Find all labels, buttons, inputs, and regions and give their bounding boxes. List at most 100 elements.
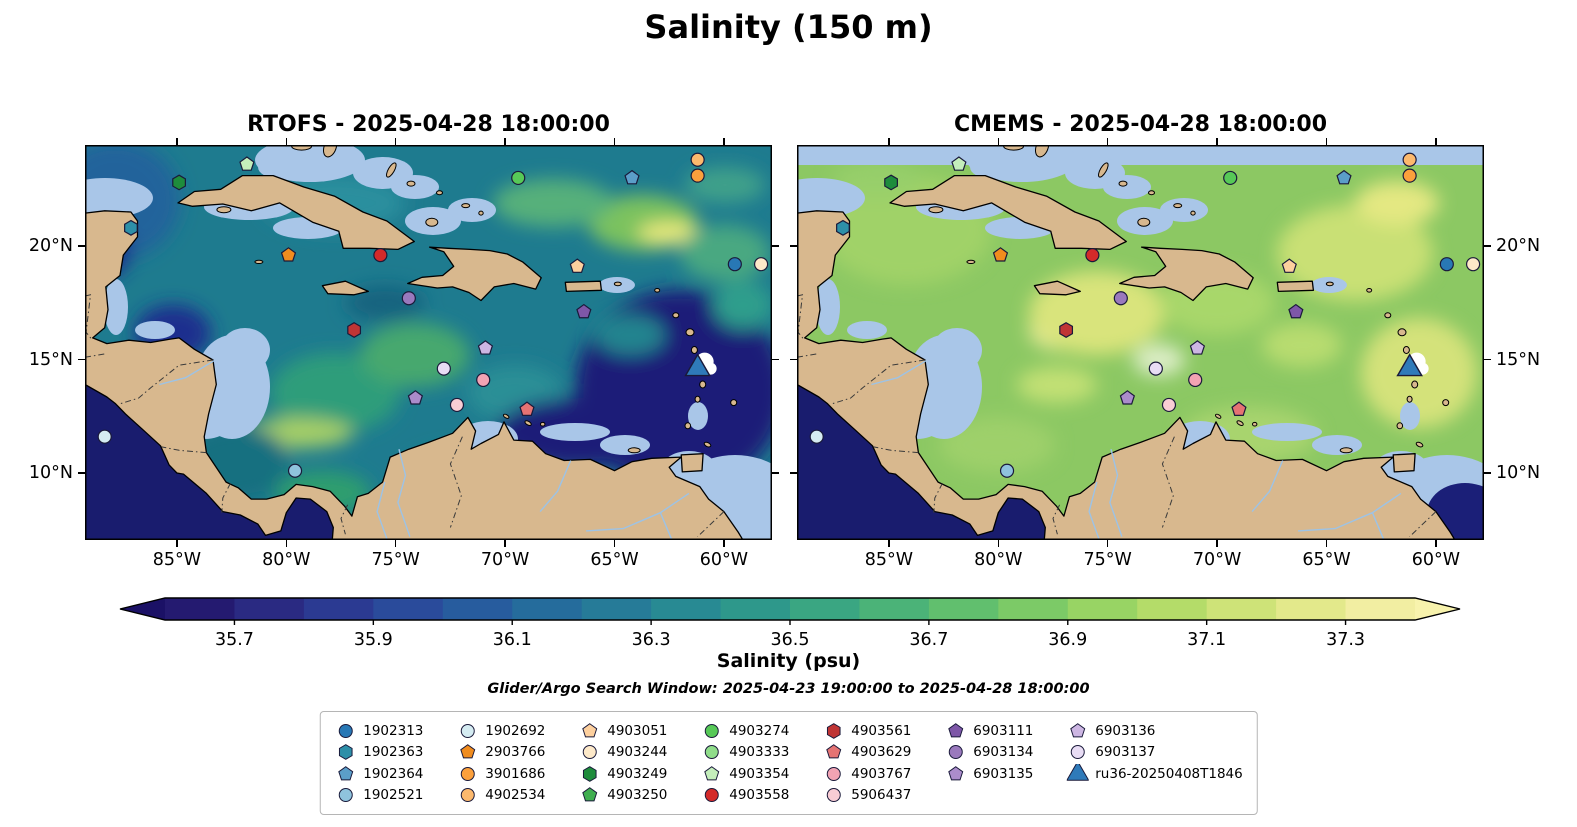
lon-tick-label: 75°W xyxy=(1083,550,1132,570)
colorbar-label: Salinity (psu) xyxy=(716,650,861,672)
island xyxy=(928,206,944,214)
legend-label: 1902692 xyxy=(485,722,546,739)
x-tick-top xyxy=(285,138,288,145)
float-marker-6903137 xyxy=(436,361,451,376)
legend-label: 1902363 xyxy=(363,744,424,761)
lat-tick-label: 15°N xyxy=(28,349,73,370)
float-marker-4903561 xyxy=(1059,322,1074,338)
landmass xyxy=(407,246,542,302)
float-marker-1902313 xyxy=(1439,257,1454,272)
legend-entry-4903629: 4903629 xyxy=(822,742,926,764)
cmems-salinity-map xyxy=(797,145,1484,540)
float-marker-4903629 xyxy=(519,401,535,416)
panel-title-rtofs: RTOFS - 2025-04-28 18:00:00 xyxy=(247,112,610,137)
x-tick xyxy=(394,540,397,547)
island xyxy=(254,259,264,265)
float-marker-1902364 xyxy=(1336,169,1352,185)
float-marker-4903558 xyxy=(1085,247,1100,263)
legend-entry-1902364: 1902364 xyxy=(334,763,438,785)
x-tick-top xyxy=(176,138,178,145)
legend-entry-3901686: 3901686 xyxy=(456,763,560,785)
x-tick xyxy=(1216,540,1218,547)
pentagon-marker-icon xyxy=(581,787,597,802)
float-marker-2903766 xyxy=(992,247,1009,262)
landmass xyxy=(177,174,415,251)
island xyxy=(1415,441,1424,448)
island xyxy=(1236,420,1244,426)
y-tick xyxy=(78,245,85,247)
circle-marker-icon xyxy=(338,788,353,803)
y-tick xyxy=(78,358,85,361)
x-tick-top xyxy=(1325,138,1328,145)
colorbar-tick-label: 37.1 xyxy=(1187,630,1227,650)
x-tick xyxy=(1106,540,1109,547)
island xyxy=(730,399,738,407)
legend-label: 4903354 xyxy=(729,765,790,782)
legend-entry-6903137: 6903137 xyxy=(1066,742,1242,764)
legend-label: 4903250 xyxy=(607,787,668,804)
float-marker-6903135 xyxy=(1119,390,1136,405)
island xyxy=(672,312,680,319)
island xyxy=(685,328,695,337)
island xyxy=(1396,422,1404,430)
legend-entry-1902313: 1902313 xyxy=(334,720,438,742)
colorbar-tick-label: 36.3 xyxy=(631,630,671,650)
pentagon-marker-icon xyxy=(1069,722,1085,738)
legend-label: 1902364 xyxy=(363,765,424,782)
legend-label: 6903134 xyxy=(973,744,1034,761)
figure-title: Salinity (150 m) xyxy=(644,8,933,46)
hexagon-marker-icon xyxy=(826,722,841,739)
colorbar-tick-label: 36.7 xyxy=(909,630,949,650)
float-marker-6903136 xyxy=(477,340,494,355)
float-marker-1902692 xyxy=(809,429,824,444)
island xyxy=(1442,399,1450,407)
x-tick-top xyxy=(1435,138,1437,145)
x-tick xyxy=(1325,540,1328,547)
island xyxy=(502,413,510,419)
x-tick-top xyxy=(1216,138,1218,145)
float-marker-4903767 xyxy=(1188,372,1203,388)
legend-column: 6903136 6903137 ru36-20250408T1846 xyxy=(1066,720,1243,806)
float-marker-6903111 xyxy=(576,303,592,319)
search-window-caption: Glider/Argo Search Window: 2025-04-23 19… xyxy=(487,681,1090,697)
legend-entry-4903274: 4903274 xyxy=(700,720,804,742)
island xyxy=(461,203,471,209)
circle-marker-icon xyxy=(826,788,841,803)
legend-entry-6903111: 6903111 xyxy=(944,720,1048,742)
float-marker-1902313 xyxy=(727,257,742,272)
x-tick xyxy=(176,540,178,547)
pentagon-marker-icon xyxy=(459,744,475,759)
circle-marker-icon xyxy=(826,766,841,781)
lon-tick-label: 70°W xyxy=(1192,550,1242,570)
pentagon-marker-icon xyxy=(947,722,963,738)
rtofs-salinity-map xyxy=(85,145,772,540)
legend-entry-1902521: 1902521 xyxy=(334,785,438,807)
float-marker-5906437 xyxy=(1161,397,1177,413)
float-marker-4902534 xyxy=(690,152,705,167)
float-marker-4903767 xyxy=(476,372,491,388)
y-tick xyxy=(1484,472,1491,474)
legend-column: 1902692 2903766 3901686 4902534 xyxy=(456,720,560,806)
float-marker-4903274 xyxy=(511,170,526,186)
float-marker-4903354 xyxy=(951,156,967,171)
triangle-marker-icon xyxy=(1066,763,1089,781)
legend-entry-4903244: 4903244 xyxy=(578,742,682,764)
circle-marker-icon xyxy=(582,745,597,760)
pentagon-marker-icon xyxy=(337,765,353,781)
lat-tick-label: 15°N xyxy=(1496,349,1541,370)
legend-entry-4903767: 4903767 xyxy=(822,763,926,785)
float-marker-4903354 xyxy=(239,156,255,171)
island xyxy=(703,441,712,448)
circle-marker-icon xyxy=(460,788,475,803)
lon-tick-label: 60°W xyxy=(1411,550,1461,570)
landmass xyxy=(797,210,1456,540)
legend-entry-4903249: 4903249 xyxy=(578,763,682,785)
legend-entry-4903561: 4903561 xyxy=(822,720,926,742)
hexagon-marker-icon xyxy=(338,744,353,761)
float-marker-5906437 xyxy=(449,397,465,413)
float-marker-4903249 xyxy=(172,174,186,191)
float-marker-4903051 xyxy=(1281,258,1297,273)
float-marker-6903137 xyxy=(1148,361,1163,376)
landmass xyxy=(680,453,704,473)
